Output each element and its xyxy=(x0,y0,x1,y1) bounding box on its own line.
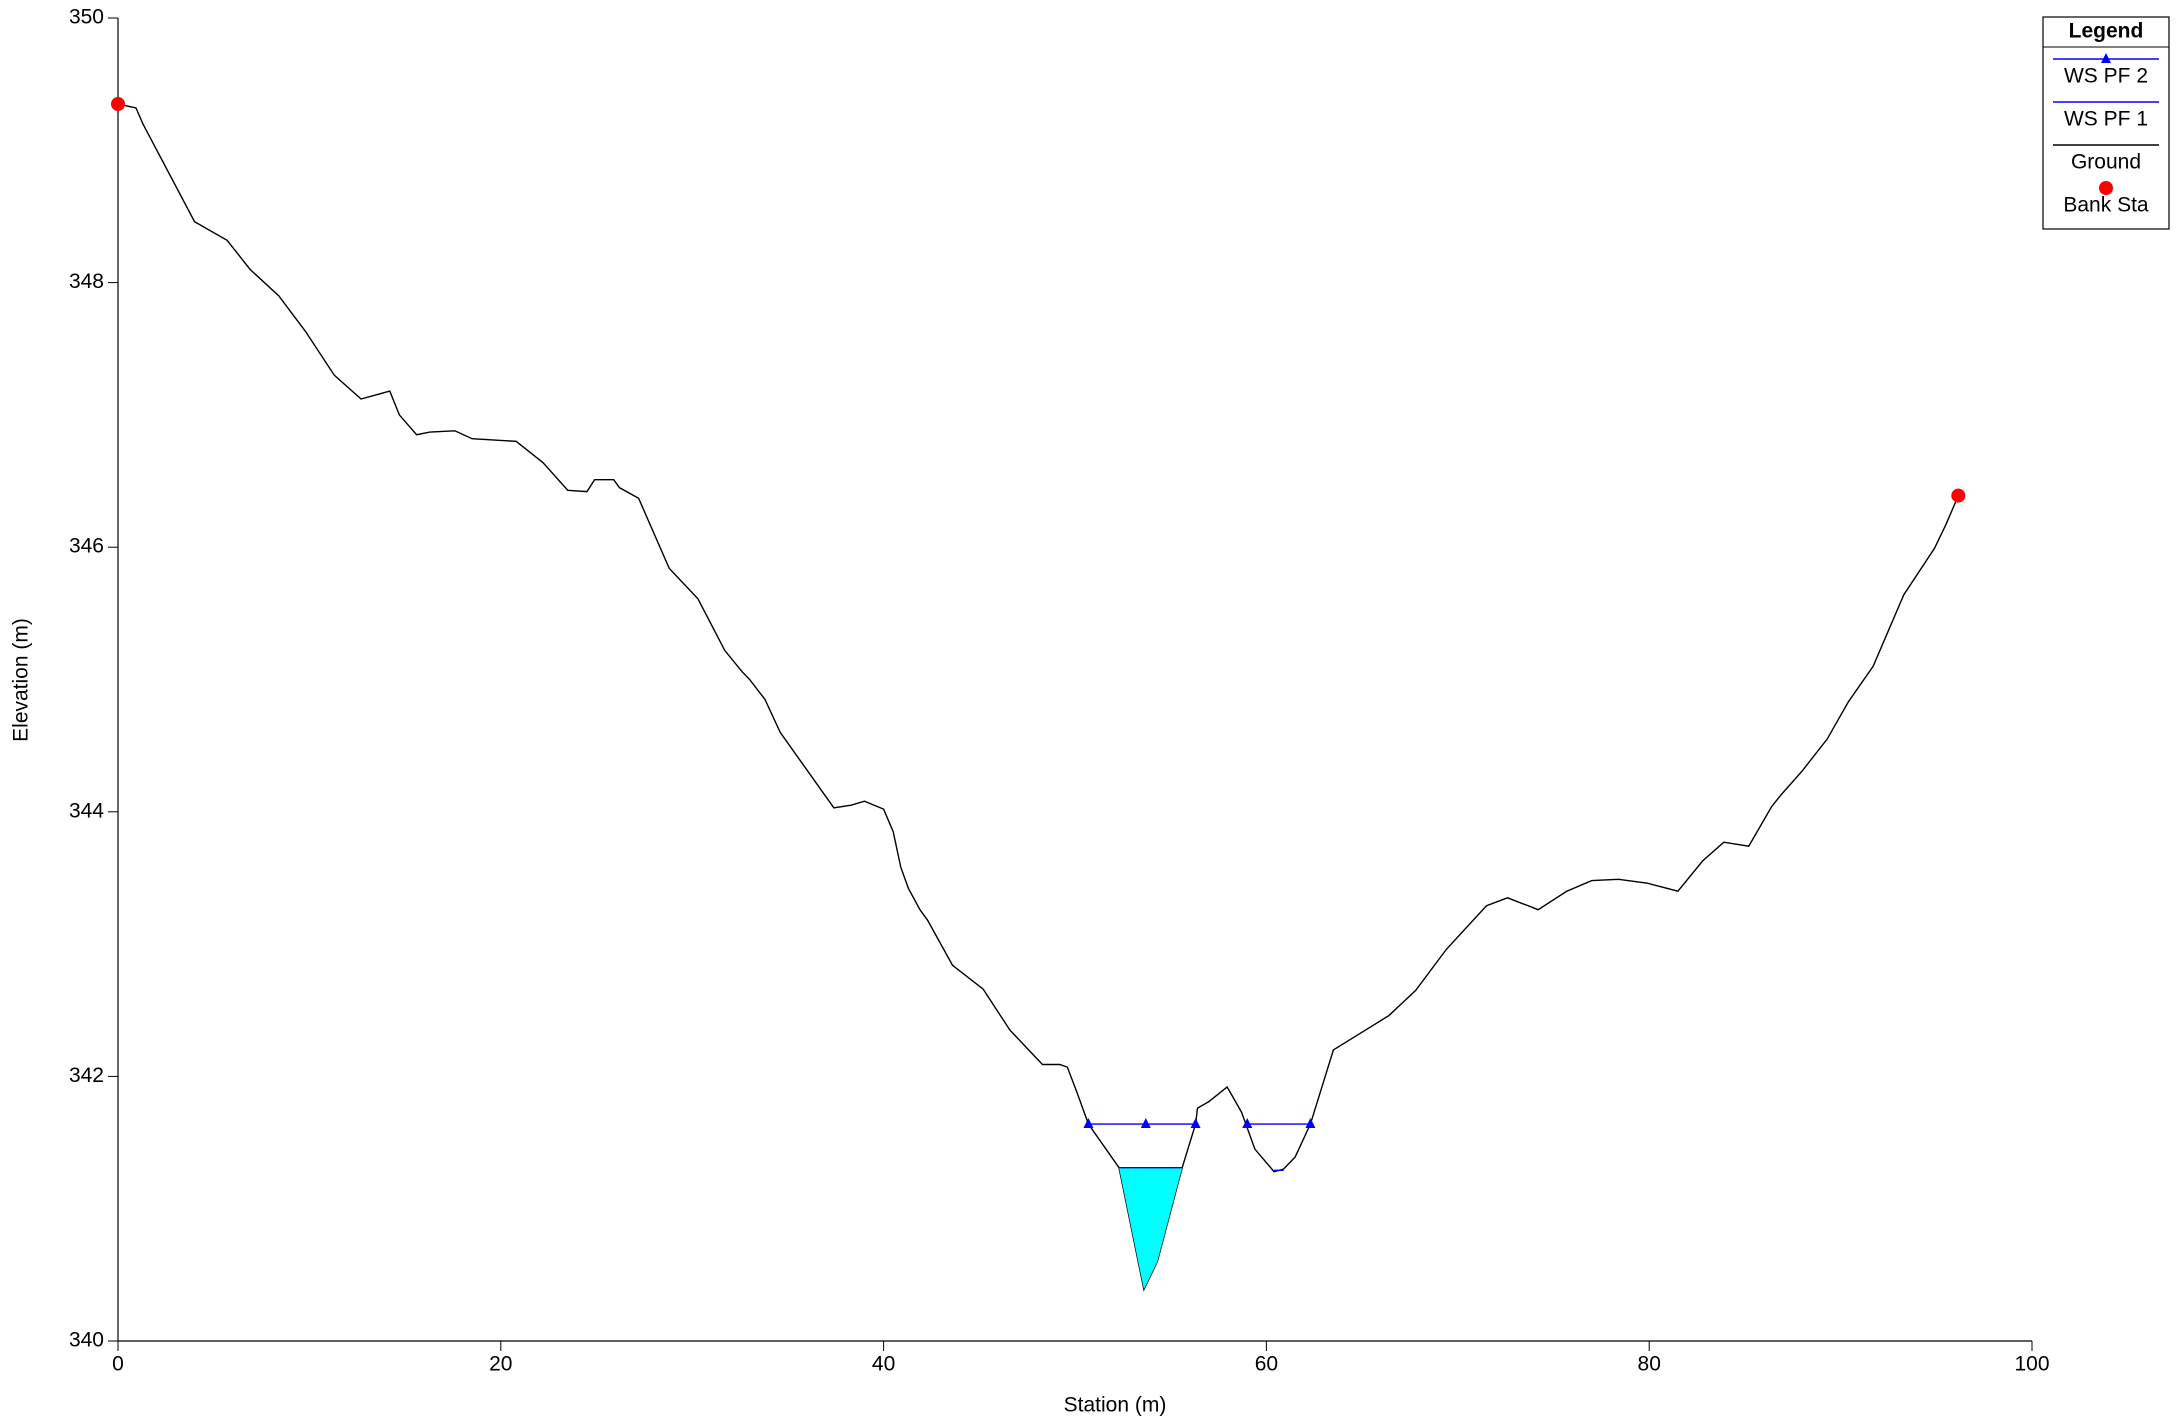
triangle-marker xyxy=(1305,1118,1316,1129)
bank-marker xyxy=(1951,488,1966,503)
y-axis-label: Elevation (m) xyxy=(10,618,33,742)
x-tick-label: 0 xyxy=(112,1353,124,1376)
x-tick-label: 100 xyxy=(2014,1353,2049,1376)
legend-label: WS PF 2 xyxy=(2064,65,2148,88)
legend-title: Legend xyxy=(2069,20,2144,43)
legend-marker xyxy=(2101,53,2111,63)
triangle-marker xyxy=(1242,1118,1253,1129)
legend-label: WS PF 1 xyxy=(2064,108,2148,131)
water-fill xyxy=(1119,1167,1183,1290)
x-tick-label: 40 xyxy=(872,1353,895,1376)
y-tick-label: 350 xyxy=(69,6,104,29)
y-tick-label: 340 xyxy=(69,1329,104,1352)
legend-label: Bank Sta xyxy=(2063,194,2149,217)
x-axis-label: Station (m) xyxy=(1064,1394,1167,1417)
y-tick-label: 344 xyxy=(69,799,104,822)
bank-marker xyxy=(111,96,125,111)
legend-label: Ground xyxy=(2071,151,2141,174)
y-tick-label: 342 xyxy=(69,1064,104,1087)
x-tick-label: 80 xyxy=(1638,1353,1661,1376)
triangle-marker xyxy=(1140,1118,1151,1129)
triangle-marker xyxy=(1190,1118,1201,1129)
x-tick-label: 60 xyxy=(1255,1353,1278,1376)
legend-marker xyxy=(2099,181,2113,195)
y-tick-label: 346 xyxy=(69,535,104,558)
triangle-marker xyxy=(1083,1118,1094,1129)
series-line xyxy=(117,103,1959,1292)
x-tick-label: 20 xyxy=(489,1353,512,1376)
y-tick-label: 348 xyxy=(69,270,104,293)
